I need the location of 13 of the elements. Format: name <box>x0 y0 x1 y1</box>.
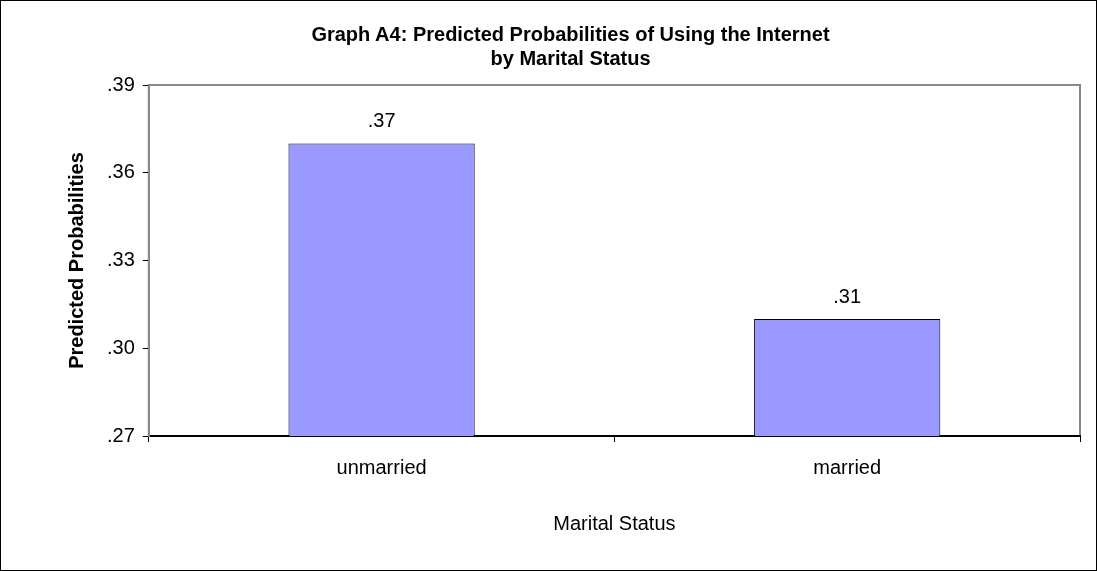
data-label: .37 <box>367 109 396 132</box>
y-axis-title: Predicted Probabilities <box>64 152 87 369</box>
x-axis-title: Marital Status <box>553 511 676 534</box>
text: by Marital Status <box>490 46 651 69</box>
y-tick-label: .27 <box>106 423 135 446</box>
y-tick-label: .39 <box>106 72 135 95</box>
y-tick-label: .30 <box>106 335 135 358</box>
text: Graph A4: Predicted Probabilities of Using the Internet <box>311 22 830 45</box>
data-label: .31 <box>833 284 862 307</box>
y-tick-label: .36 <box>106 160 135 183</box>
x-tick-label: unmarried <box>336 455 427 478</box>
x-tick-label: married <box>813 455 882 478</box>
y-tick-label: .33 <box>106 248 135 271</box>
